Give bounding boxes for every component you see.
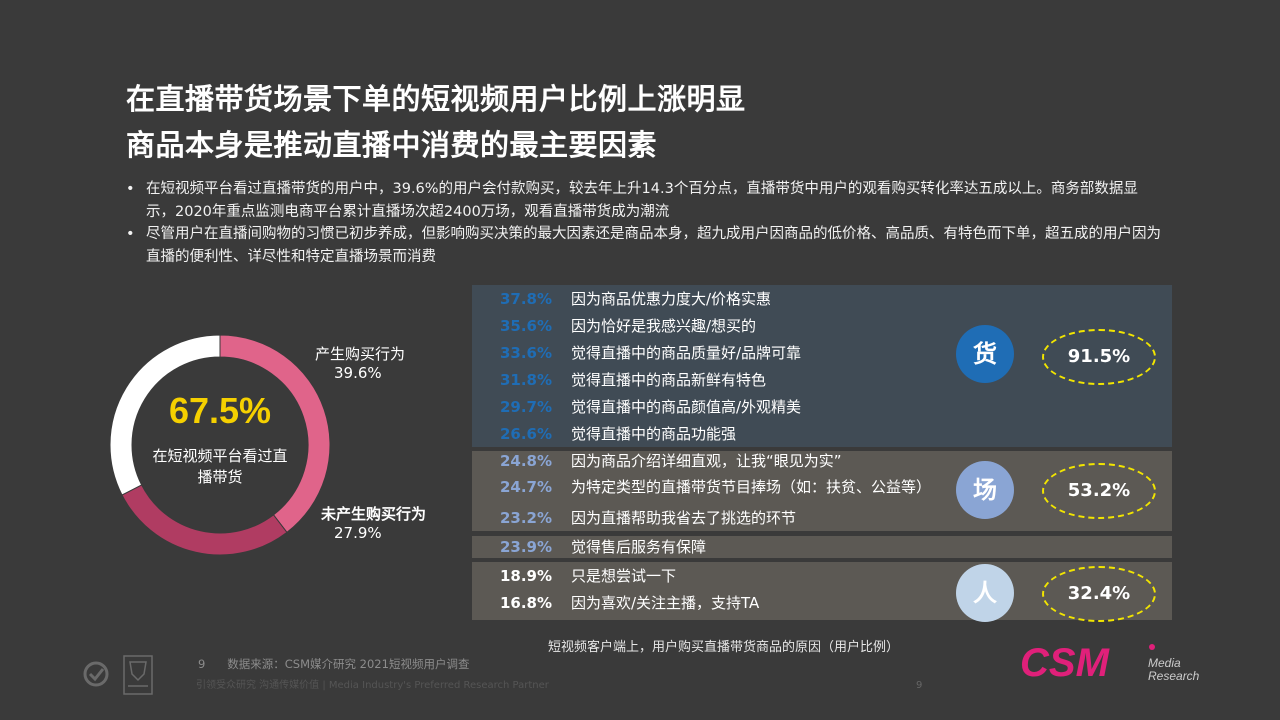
bullet-text: 在短视频平台看过直播带货的用户中，39.6%的用户会付款购买，较去年上升14.3… xyxy=(146,181,1138,220)
footer-slogan: 引领受众研究 沟通传媒价值 | Media Industry's Preferr… xyxy=(196,680,549,691)
category-scene-circle: 场 xyxy=(956,461,1014,519)
reason-row: 23.2% 因为直播帮助我省去了挑选的环节 xyxy=(472,506,972,530)
source-text: 数据来源：CSM媒介研究 2021短视频用户调查 xyxy=(227,657,470,671)
reason-row: 35.6% 因为恰好是我感兴趣/想买的 xyxy=(472,314,972,338)
reason-text: 觉得直播中的商品功能强 xyxy=(571,425,737,443)
page-number-small: 9 xyxy=(198,657,206,671)
reason-percent: 24.7% xyxy=(499,478,552,496)
bullet-dot: • xyxy=(126,226,135,242)
reason-percent: 16.8% xyxy=(499,594,552,612)
reason-text: 觉得直播中的商品质量好/品牌可靠 xyxy=(571,344,802,362)
reason-row: 29.7% 觉得直播中的商品颜值高/外观精美 xyxy=(472,395,972,419)
scene-total-oval: 53.2% xyxy=(1042,463,1156,519)
page-number: 9 xyxy=(916,680,923,691)
reason-text: 觉得直播中的商品颜值高/外观精美 xyxy=(571,398,802,416)
reason-row: 24.8% 因为商品介绍详细直观，让我“眼见为实” xyxy=(472,449,972,473)
reason-percent: 37.8% xyxy=(499,290,552,308)
reason-row: 23.9% 觉得售后服务有保障 xyxy=(472,535,972,559)
goods-total-oval: 91.5% xyxy=(1042,329,1156,385)
reason-text: 因为直播帮助我省去了挑选的环节 xyxy=(571,509,797,527)
category-people-circle: 人 xyxy=(956,564,1014,622)
donut-slice-remainder xyxy=(109,334,221,496)
donut-legend-bought-name: 产生购买行为 xyxy=(315,345,405,363)
reason-percent: 26.6% xyxy=(499,425,552,443)
after-sales-panel xyxy=(472,536,1172,558)
reason-row: 31.8% 觉得直播中的商品新鲜有特色 xyxy=(472,368,972,392)
reason-row: 33.6% 觉得直播中的商品质量好/品牌可靠 xyxy=(472,341,972,365)
donut-slice-not-bought xyxy=(121,484,288,556)
reason-percent: 35.6% xyxy=(499,317,552,335)
reason-text: 因为喜欢/关注主播，支持TA xyxy=(571,594,760,612)
reason-row: 37.8% 因为商品优惠力度大/价格实惠 xyxy=(472,287,972,311)
donut-legend-notbought-value: 27.9% xyxy=(334,524,382,542)
reason-text: 因为恰好是我感兴趣/想买的 xyxy=(571,317,757,335)
donut-legend-notbought-name: 未产生购买行为 xyxy=(320,505,426,523)
donut-chart: 67.5% 在短视频平台看过直 播带货 产生购买行为 39.6% 未产生购买行为… xyxy=(109,334,426,556)
bullet-item: • 尽管用户在直播间购物的习惯已初步养成，但影响购买决策的最大因素还是商品本身，… xyxy=(126,223,1166,268)
reason-percent: 29.7% xyxy=(499,398,552,416)
certification-seal-icon xyxy=(123,655,153,695)
people-total-oval: 32.4% xyxy=(1042,566,1156,622)
bullet-item: • 在短视频平台看过直播带货的用户中，39.6%的用户会付款购买，较去年上升14… xyxy=(126,178,1166,223)
reason-row: 18.9% 只是想尝试一下 xyxy=(472,564,972,588)
logo-line2: Research xyxy=(1148,669,1200,683)
donut-slice-bought xyxy=(219,334,331,534)
page-title-line1: 在直播带货场景下单的短视频用户比例上涨明显 xyxy=(126,82,746,116)
reason-row: 16.8% 因为喜欢/关注主播，支持TA xyxy=(472,591,972,615)
reason-text: 为特定类型的直播带货节目捧场（如：扶贫、公益等） xyxy=(571,478,932,496)
logo-line1: Media xyxy=(1148,656,1181,670)
data-source: 9 数据来源：CSM媒介研究 2021短视频用户调查 xyxy=(198,656,469,672)
donut-center-label-line1: 在短视频平台看过直 xyxy=(152,447,287,465)
reason-percent: 33.6% xyxy=(499,344,552,362)
chart-caption: 短视频客户端上，用户购买直播带货商品的原因（用户比例） xyxy=(548,640,900,655)
donut-center-value: 67.5% xyxy=(169,390,271,431)
certification-badges xyxy=(83,655,153,695)
reason-text: 因为商品介绍详细直观，让我“眼见为实” xyxy=(571,452,842,470)
bullet-text: 尽管用户在直播间购物的习惯已初步养成，但影响购买决策的最大因素还是商品本身，超九… xyxy=(146,226,1161,265)
reason-text: 觉得售后服务有保障 xyxy=(571,538,707,556)
category-goods-circle: 货 xyxy=(956,325,1014,383)
csm-logo: CSM Media Research xyxy=(1020,641,1200,685)
bullet-list: • 在短视频平台看过直播带货的用户中，39.6%的用户会付款购买，较去年上升14… xyxy=(126,178,1166,268)
logo-main: CSM xyxy=(1020,641,1111,685)
reason-text: 只是想尝试一下 xyxy=(571,567,677,585)
reason-row: 26.6% 觉得直播中的商品功能强 xyxy=(472,422,972,446)
reason-percent: 18.9% xyxy=(499,567,552,585)
reason-row: 24.7% 为特定类型的直播带货节目捧场（如：扶贫、公益等） xyxy=(472,475,972,499)
reason-percent: 24.8% xyxy=(499,452,552,470)
reason-text: 觉得直播中的商品新鲜有特色 xyxy=(571,371,767,389)
reason-percent: 31.8% xyxy=(499,371,552,389)
donut-center-label-line2: 播带货 xyxy=(197,468,242,486)
reason-percent: 23.2% xyxy=(499,509,552,527)
reason-text: 因为商品优惠力度大/价格实惠 xyxy=(571,290,772,308)
page-title-line2: 商品本身是推动直播中消费的最主要因素 xyxy=(126,128,658,162)
bullet-dot: • xyxy=(126,181,135,197)
check-badge-icon xyxy=(83,661,109,687)
reason-percent: 23.9% xyxy=(499,538,552,556)
donut-legend-bought-value: 39.6% xyxy=(334,364,382,382)
